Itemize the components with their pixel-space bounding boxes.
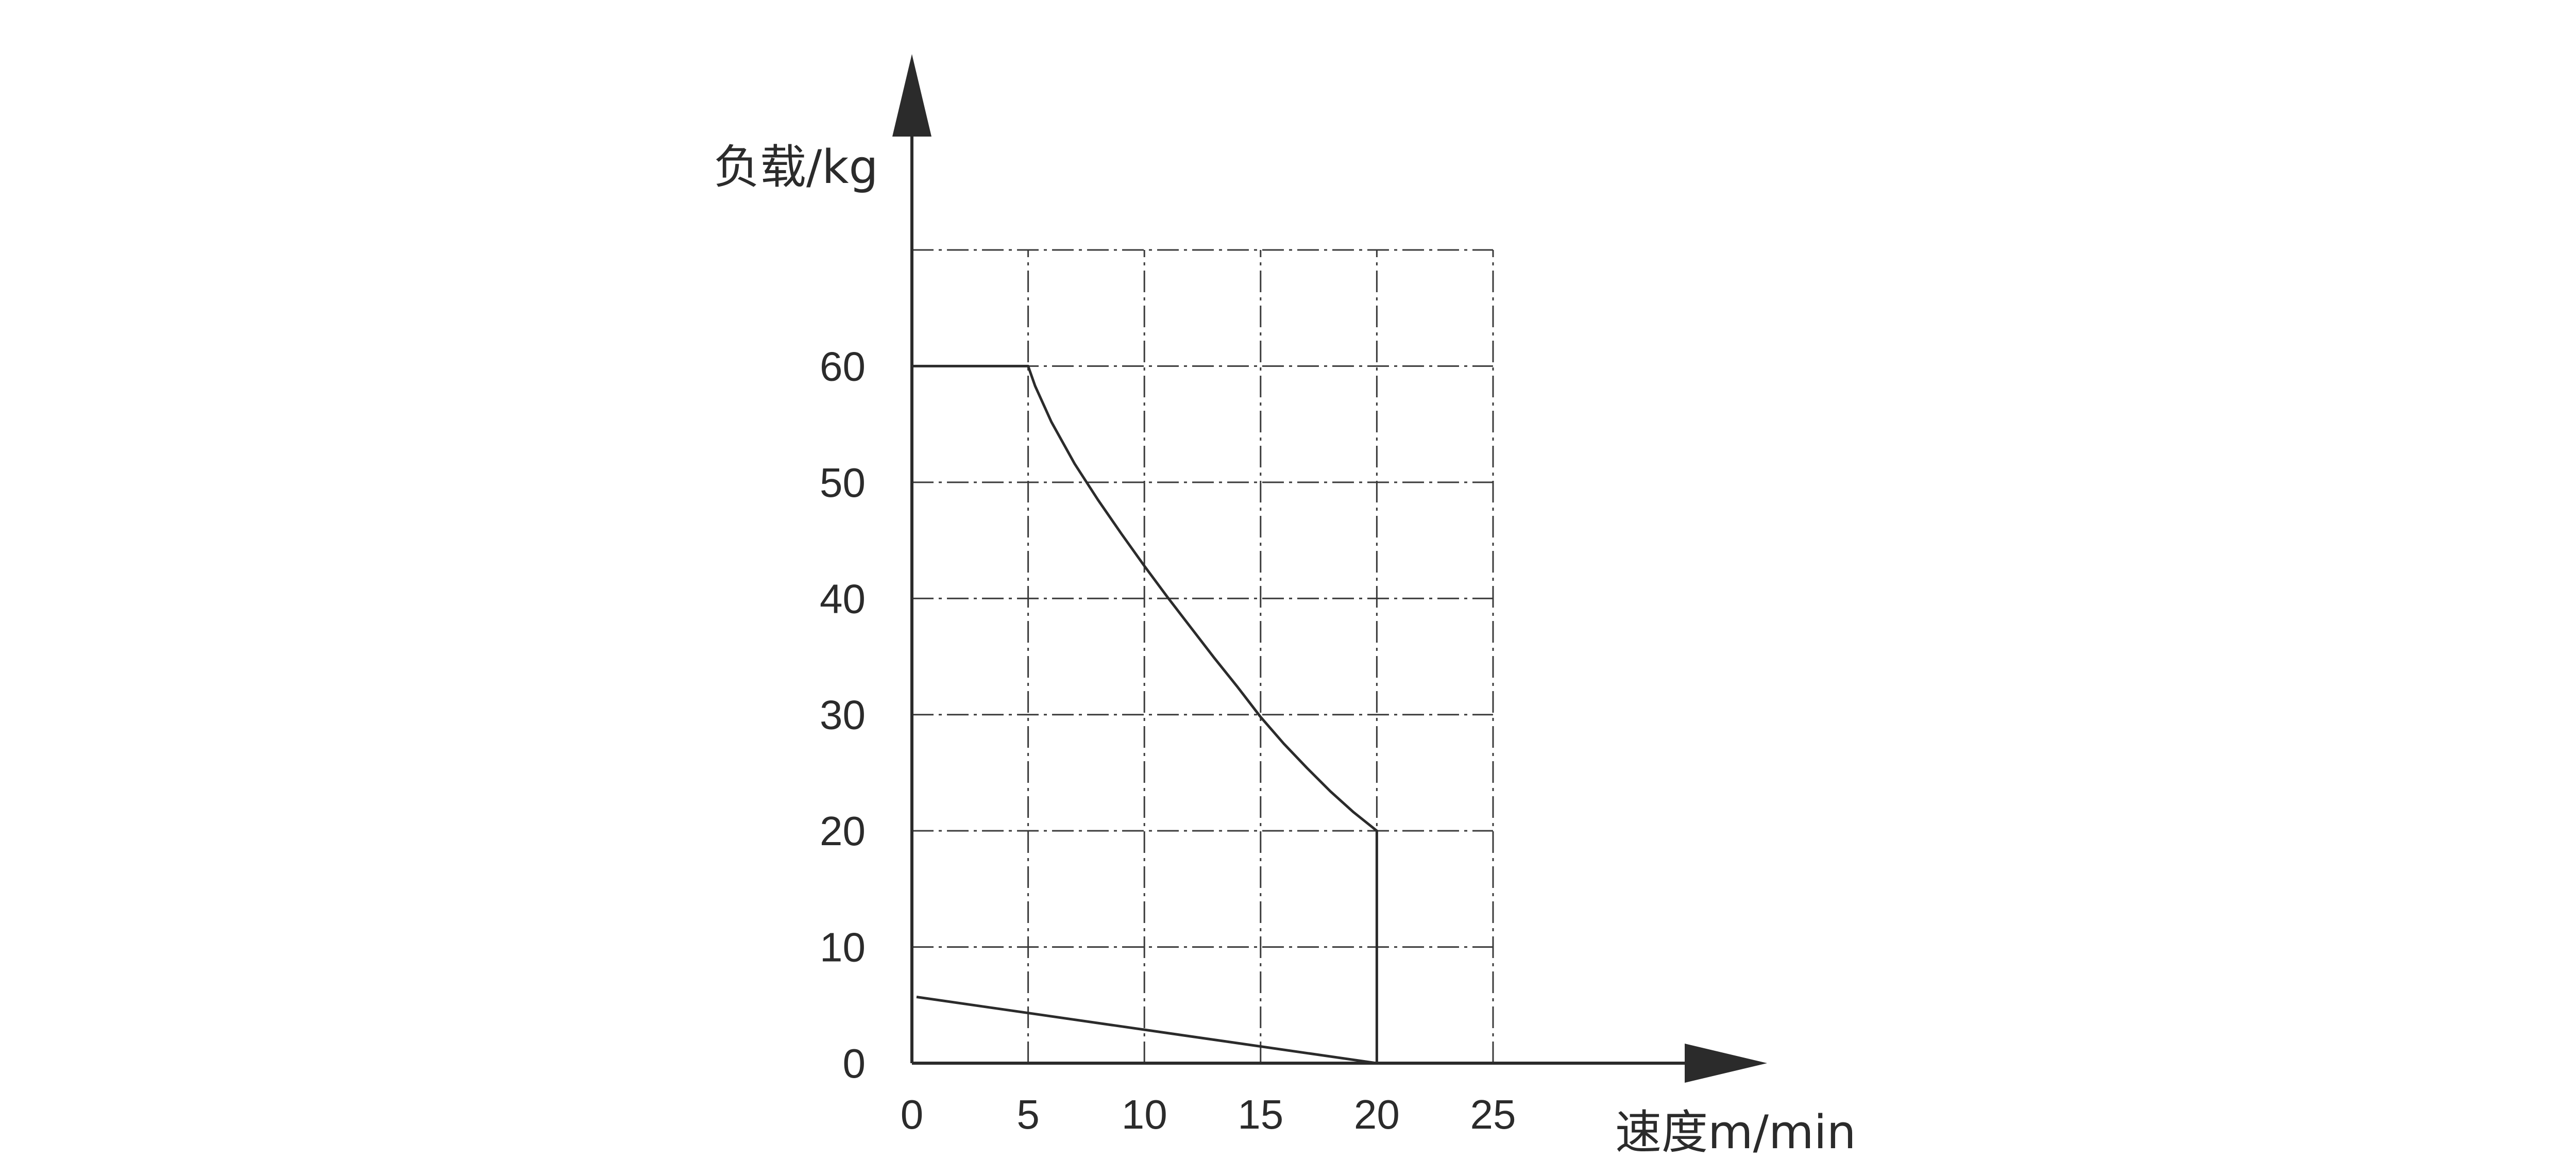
y-tick-label: 10: [820, 925, 866, 970]
x-tick-label: 20: [1354, 1092, 1400, 1137]
x-tick-label: 5: [1016, 1092, 1040, 1137]
series: [912, 364, 1378, 1065]
axes: [892, 54, 1767, 1083]
x-axis-arrow-icon: [1685, 1044, 1767, 1083]
y-tick-labels: 0 10 20 30 40 50 60: [820, 343, 866, 1086]
y-tick-label: 30: [820, 692, 866, 738]
grid: [912, 249, 1494, 1063]
y-tick-label: 50: [820, 460, 866, 506]
y-axis-arrow-icon: [892, 54, 931, 137]
x-tick-label: 10: [1122, 1092, 1167, 1137]
x-axis-label: 速度m/min: [1615, 1105, 1856, 1160]
y-axis-label: 负载/kg: [714, 140, 878, 194]
y-tick-label: 20: [820, 808, 866, 854]
series-line-2: [916, 996, 1377, 1065]
x-tick-label: 25: [1470, 1092, 1516, 1137]
x-tick-labels: 0 5 10 15 20 25: [901, 1092, 1516, 1137]
x-tick-label: 0: [901, 1092, 924, 1137]
y-tick-label: 60: [820, 343, 866, 389]
y-tick-label: 0: [843, 1040, 866, 1086]
series-line-1: [912, 364, 1378, 1063]
x-tick-label: 15: [1238, 1092, 1283, 1137]
y-tick-label: 40: [820, 576, 866, 622]
